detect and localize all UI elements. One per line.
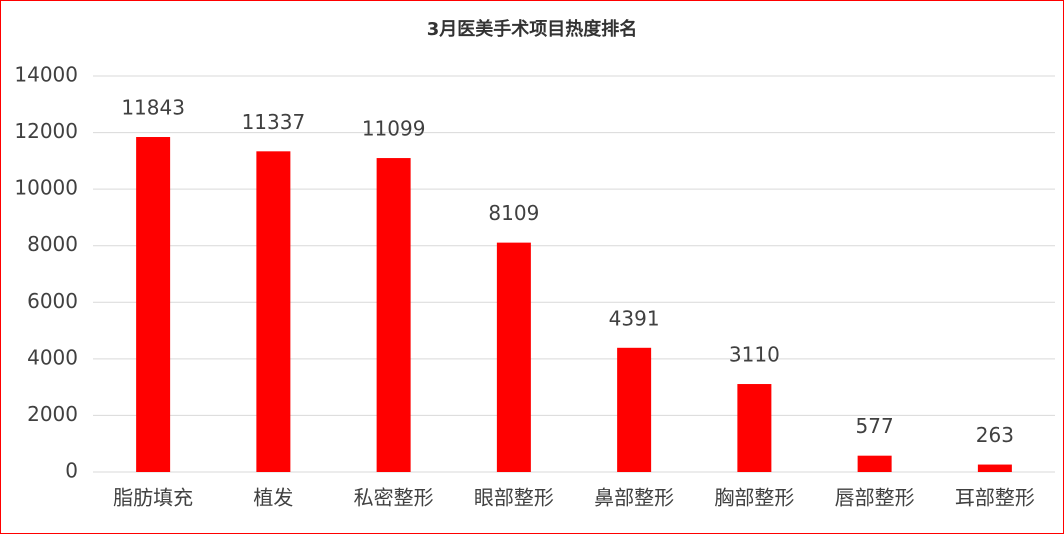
bar xyxy=(376,158,411,472)
x-tick-label: 私密整形 xyxy=(354,486,434,510)
y-tick-label: 2000 xyxy=(27,402,78,426)
x-tick-label: 植发 xyxy=(253,486,293,510)
data-label: 3110 xyxy=(729,343,780,367)
bar xyxy=(737,384,772,472)
bar xyxy=(977,464,1012,472)
x-tick-label: 胸部整形 xyxy=(714,486,794,510)
x-tick-label: 眼部整形 xyxy=(474,486,554,510)
y-tick-label: 10000 xyxy=(14,176,78,200)
y-tick-label: 14000 xyxy=(14,63,78,87)
bar xyxy=(857,455,892,472)
data-label: 11099 xyxy=(362,117,426,141)
bar xyxy=(617,347,652,472)
bar xyxy=(256,151,291,472)
data-label: 263 xyxy=(976,423,1014,447)
data-label: 11337 xyxy=(242,110,306,134)
y-tick-label: 6000 xyxy=(27,289,78,313)
x-tick-label: 耳部整形 xyxy=(955,486,1035,510)
y-tick-label: 12000 xyxy=(14,119,78,143)
y-tick-label: 4000 xyxy=(27,345,78,369)
x-tick-label: 鼻部整形 xyxy=(594,486,674,510)
y-tick-label: 8000 xyxy=(27,232,78,256)
chart-title: 3月医美手术项目热度排名 xyxy=(427,18,638,40)
bar xyxy=(496,242,531,472)
bar xyxy=(136,137,171,473)
y-tick-label: 0 xyxy=(65,459,78,483)
data-label: 8109 xyxy=(488,201,539,225)
data-label: 11843 xyxy=(121,96,185,120)
data-label: 577 xyxy=(856,414,894,438)
x-tick-label: 唇部整形 xyxy=(835,486,915,510)
x-tick-label: 脂肪填充 xyxy=(113,486,193,510)
data-label: 4391 xyxy=(609,306,660,330)
